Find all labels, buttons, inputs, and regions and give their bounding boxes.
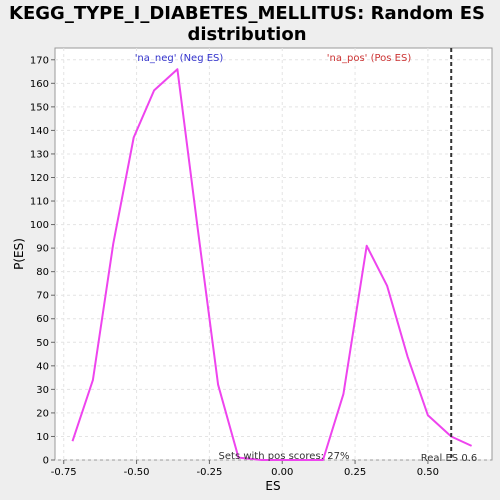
y-tick-label: 110 [30, 197, 49, 208]
series-line [71, 68, 473, 461]
pos-es-annotation: 'na_pos' (Pos ES) [327, 53, 412, 64]
y-tick-label: 160 [30, 79, 49, 90]
y-tick-label: 80 [36, 267, 49, 278]
y-tick-label: 170 [30, 55, 49, 66]
series-layer [71, 68, 473, 461]
y-tick-label: 150 [30, 102, 49, 113]
y-tick-label: 0 [43, 456, 49, 467]
x-tick-label: -0.25 [196, 467, 222, 478]
x-tick-label: -0.50 [124, 467, 150, 478]
y-axis-label: P(ES) [12, 238, 26, 270]
y-axis-ticks: 0 10 20 30 40 50 60 70 80 90 100 110 120 130 140 150 160… [30, 55, 55, 467]
y-tick-label: 10 [36, 432, 49, 443]
x-axis-ticks: -0.75 -0.50 -0.25 0.00 0.25 0.50 [51, 460, 439, 478]
y-tick-label: 70 [36, 291, 49, 302]
y-tick-label: 50 [36, 338, 49, 349]
y-tick-label: 130 [30, 149, 49, 160]
x-tick-label: 0.50 [417, 467, 439, 478]
y-tick-label: 30 [36, 385, 49, 396]
real-es-annotation: Real ES 0.6 [421, 453, 477, 464]
x-tick-label: 0.25 [344, 467, 366, 478]
y-tick-label: 140 [30, 126, 49, 137]
plot-area [54, 47, 493, 461]
y-tick-label: 100 [30, 220, 49, 231]
grid [55, 48, 492, 461]
y-tick-label: 20 [36, 408, 49, 419]
y-tick-label: 40 [36, 361, 49, 372]
y-tick-label: 60 [36, 314, 49, 325]
y-tick-label: 120 [30, 173, 49, 184]
neg-es-annotation: 'na_neg' (Neg ES) [135, 53, 224, 64]
chart-title-line-1: KEGG_TYPE_I_DIABETES_MELLITUS: Random ES [9, 3, 485, 24]
x-tick-label: 0.00 [271, 467, 293, 478]
chart-title-line-2: distribution [187, 24, 306, 45]
x-axis-label: ES [265, 479, 280, 493]
pos-scores-annotation: Sets with pos scores: 27% [219, 451, 350, 462]
y-tick-label: 90 [36, 244, 49, 255]
x-tick-label: -0.75 [51, 467, 77, 478]
